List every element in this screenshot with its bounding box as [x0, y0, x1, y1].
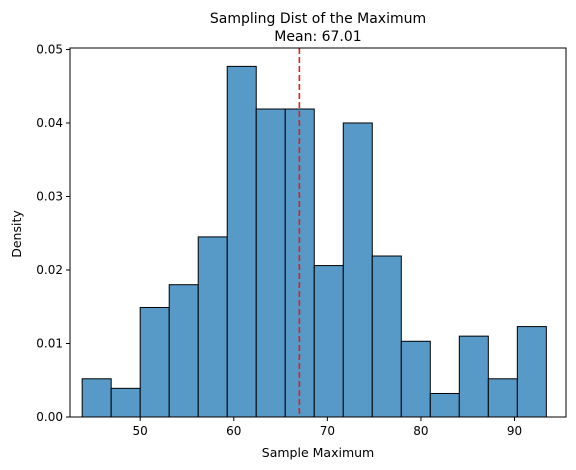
histogram-bar-2 — [139, 306, 170, 418]
histogram-bar-3 — [168, 284, 199, 418]
y-axis-label: Density — [9, 210, 24, 258]
histogram-bar-1 — [110, 387, 141, 418]
histogram-bar-6 — [255, 108, 286, 418]
x-axis-ticks: 50 60 70 80 90 — [133, 417, 522, 438]
x-tick-label-4: 90 — [507, 424, 522, 438]
histogram-bar-4 — [197, 236, 228, 418]
chart-subtitle: Mean: 67.01 — [274, 29, 361, 45]
histogram-bar-8 — [313, 265, 344, 418]
y-tick-label-4: 0.04 — [36, 116, 63, 130]
histogram-bar-15 — [516, 326, 547, 418]
histogram-bar-7 — [284, 108, 315, 418]
histogram-bar-11 — [400, 340, 431, 418]
histogram-bar-5 — [226, 65, 257, 418]
histogram-bar-12 — [429, 392, 460, 418]
y-tick-label-3: 0.03 — [36, 189, 63, 203]
y-tick-label-2: 0.02 — [36, 263, 63, 277]
histogram-bar-0 — [81, 378, 112, 418]
y-tick-label-5: 0.05 — [36, 42, 63, 56]
x-tick-label-2: 70 — [320, 424, 335, 438]
bars-group — [81, 65, 547, 418]
x-tick-label-3: 80 — [413, 424, 428, 438]
x-axis-label: Sample Maximum — [262, 445, 374, 460]
histogram-bar-13 — [458, 335, 489, 418]
y-tick-label-0: 0.00 — [36, 410, 63, 424]
y-axis-ticks: 0.00 0.01 0.02 0.03 0.04 0.05 — [36, 42, 70, 424]
chart-title: Sampling Dist of the Maximum — [210, 11, 426, 27]
histogram-bar-10 — [371, 255, 402, 418]
plot-frame — [69, 47, 567, 418]
x-tick-label-0: 50 — [133, 424, 148, 438]
x-tick-label-1: 60 — [226, 424, 241, 438]
histogram-bar-9 — [342, 122, 373, 418]
y-tick-label-1: 0.01 — [36, 336, 63, 350]
histogram-bar-14 — [487, 378, 518, 418]
